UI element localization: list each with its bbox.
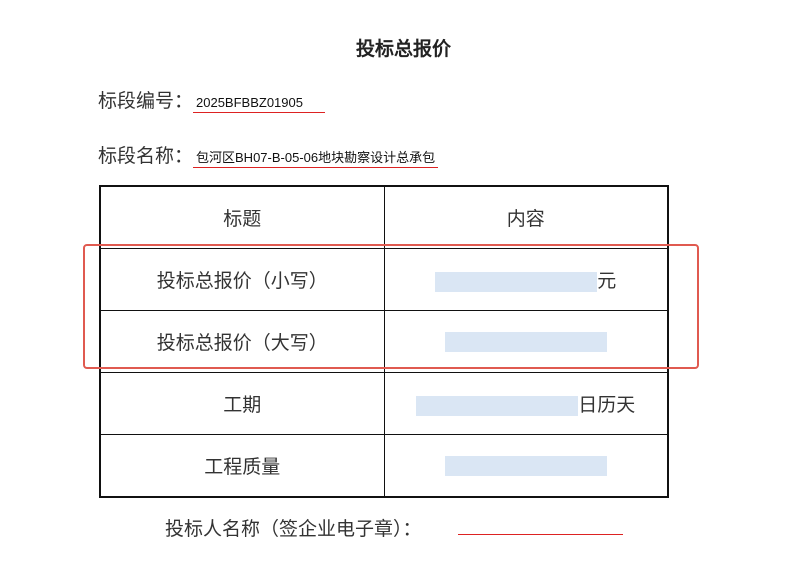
row-suffix: 日历天 bbox=[578, 394, 636, 416]
row-label: 工期 bbox=[99, 372, 385, 435]
amount-uppercase-input[interactable] bbox=[444, 332, 607, 352]
quality-input[interactable] bbox=[444, 456, 607, 476]
section-number-row: 标段编号： 2025BFBBZ01905 bbox=[98, 86, 325, 113]
highlight-box bbox=[83, 244, 699, 369]
table-row: 工期 日历天 bbox=[99, 372, 669, 435]
table-row: 投标总报价（小写）元 bbox=[99, 248, 669, 311]
row-suffix: 元 bbox=[597, 270, 617, 292]
row-content: 日历天 bbox=[383, 372, 669, 435]
row-content: 元 bbox=[383, 248, 669, 311]
row-content bbox=[383, 310, 669, 373]
bid-table: 标题 内容 投标总报价（小写）元 投标总报价（大写） 工期 日历天 工程质量 bbox=[99, 185, 669, 498]
table-row: 工程质量 bbox=[99, 434, 669, 498]
amount-lowercase-input[interactable] bbox=[435, 271, 598, 292]
duration-input[interactable] bbox=[416, 395, 579, 416]
header-content: 内容 bbox=[383, 185, 669, 249]
header-title: 标题 bbox=[99, 185, 385, 249]
row-label: 投标总报价（大写） bbox=[99, 310, 385, 373]
table-row: 投标总报价（大写） bbox=[99, 310, 669, 373]
row-label: 工程质量 bbox=[99, 434, 385, 498]
section-name-label: 标段名称： bbox=[98, 145, 194, 167]
page-title: 投标总报价 bbox=[355, 38, 451, 60]
signature-line bbox=[458, 534, 623, 535]
section-number-label: 标段编号： bbox=[98, 90, 194, 112]
row-content bbox=[383, 434, 669, 498]
section-name-value: 包河区BH07-B-05-06地块勘察设计总承包 bbox=[193, 150, 439, 168]
section-number-value: 2025BFBBZ01905 bbox=[193, 95, 325, 113]
section-name-row: 标段名称： 包河区BH07-B-05-06地块勘察设计总承包 bbox=[98, 141, 439, 168]
signature-label: 投标人名称（签企业电子章）： bbox=[165, 518, 422, 540]
signature-row: 投标人名称（签企业电子章）： bbox=[165, 514, 623, 541]
